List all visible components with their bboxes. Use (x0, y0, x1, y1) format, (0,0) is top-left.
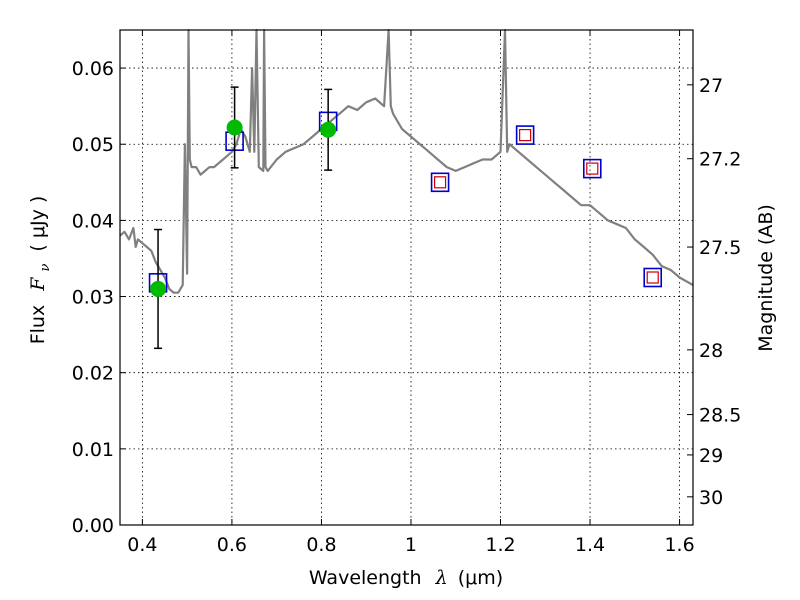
y-tick-label: 0.06 (72, 58, 114, 80)
y-axis-title-symbol: F (27, 277, 49, 292)
model-photometry-square (515, 125, 535, 145)
y-tick-label: 0.02 (72, 363, 114, 385)
y2-tick-label: 27 (699, 75, 723, 97)
y-tick-label: 0.03 (72, 287, 114, 309)
model-photometry-inner-square (433, 176, 447, 189)
model-photometry-inner-square (646, 271, 659, 284)
y-tick-label: 0.04 (72, 210, 114, 232)
y-axis-title-prefix: Flux (27, 305, 49, 345)
y2-tick-label: 27.5 (699, 237, 741, 259)
model-sed-line (119, 28, 694, 294)
y-tick-label: 0.01 (72, 439, 114, 461)
x-axis-title: Wavelength λ (μm) (309, 567, 503, 589)
x-tick-label: 1 (405, 534, 417, 556)
y-tick-label: 0.00 (72, 515, 114, 537)
model-photometry-inner-square (586, 162, 599, 175)
model-photometry-square (582, 158, 602, 179)
y2-tick-label: 28.5 (699, 405, 741, 427)
y-axis-title-unit: ( μJy ) (27, 196, 49, 252)
observed-point (150, 280, 167, 297)
y-axis-ticks: 0.00 0.01 0.02 0.03 0.04 0.05 0.06 (72, 58, 126, 537)
y2-tick-label: 28 (699, 340, 723, 362)
x-tick-label: 0.8 (306, 534, 336, 556)
grid-lines (120, 30, 693, 525)
y-axis-title-subscript: ν (38, 264, 53, 272)
x-axis-title-prefix: Wavelength (309, 567, 422, 589)
observed-point (226, 119, 243, 136)
x-axis-title-unit: (μm) (458, 567, 503, 589)
model-photometry-square (643, 267, 663, 288)
y2-axis-title: Magnitude (AB) (755, 204, 777, 352)
plot-area (119, 28, 694, 350)
x-tick-label: 0.4 (127, 534, 157, 556)
observed-point (320, 121, 337, 138)
x-tick-label: 0.6 (217, 534, 247, 556)
y2-tick-label: 29 (699, 445, 723, 467)
x-tick-label: 1.6 (664, 534, 694, 556)
y2-axis-ticks: 27 27.2 27.5 28 28.5 29 30 (687, 75, 741, 509)
y2-tick-label: 27.2 (699, 149, 741, 171)
model-photometry-square (430, 172, 450, 193)
plot-frame (119, 29, 694, 526)
x-axis-title-symbol: λ (435, 567, 448, 589)
x-tick-label: 1.2 (485, 534, 515, 556)
y-tick-label: 0.05 (72, 134, 114, 156)
y-axis-title: Flux F ν ( μJy ) (27, 196, 54, 345)
model-photometry-inner-square (519, 128, 532, 142)
x-tick-label: 1.4 (575, 534, 605, 556)
x-axis-ticks: 0.4 0.6 0.8 1 1.2 1.4 1.6 (127, 30, 695, 556)
y2-tick-label: 30 (699, 487, 723, 509)
